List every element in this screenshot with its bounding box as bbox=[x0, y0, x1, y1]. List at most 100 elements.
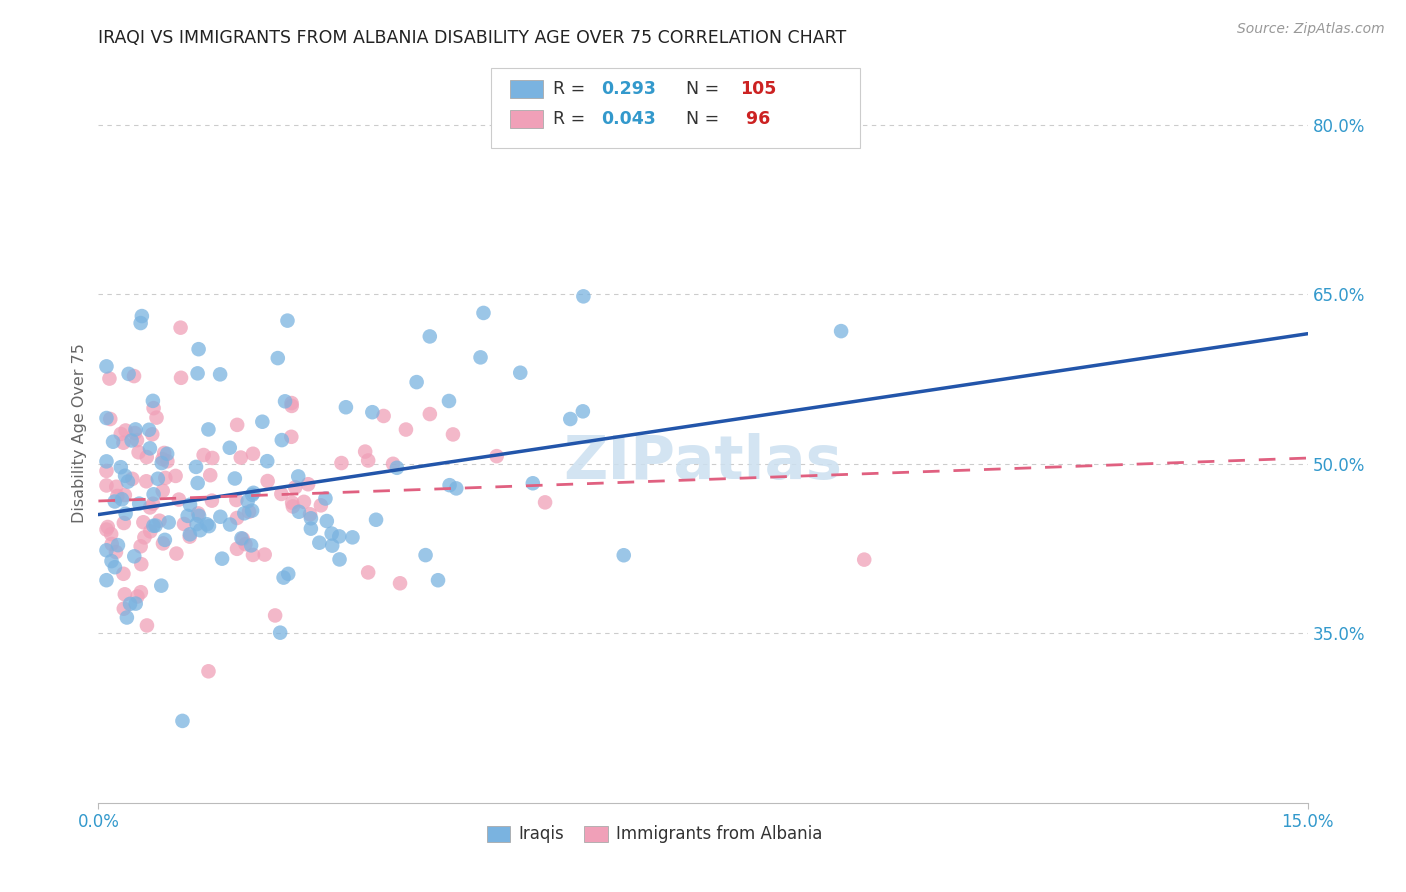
Point bbox=[572, 404, 595, 418]
Point bbox=[242, 548, 264, 562]
Point bbox=[96, 454, 118, 468]
Point bbox=[335, 401, 357, 415]
Point bbox=[96, 478, 118, 492]
Point bbox=[292, 495, 315, 509]
FancyBboxPatch shape bbox=[509, 110, 543, 128]
Point bbox=[118, 597, 141, 611]
Point bbox=[209, 509, 232, 524]
Point bbox=[218, 441, 240, 455]
Point bbox=[172, 714, 194, 728]
Point bbox=[276, 313, 298, 327]
Point bbox=[280, 399, 302, 413]
Point bbox=[121, 434, 143, 448]
Point bbox=[281, 500, 304, 514]
Point bbox=[470, 351, 492, 365]
Point bbox=[148, 514, 170, 528]
Point bbox=[385, 460, 408, 475]
Point bbox=[125, 597, 148, 611]
FancyBboxPatch shape bbox=[492, 69, 860, 147]
Point bbox=[187, 507, 209, 521]
Point bbox=[225, 493, 247, 508]
Point bbox=[112, 566, 135, 581]
Point bbox=[135, 475, 157, 489]
Point bbox=[165, 547, 187, 561]
Point bbox=[150, 579, 173, 593]
Point bbox=[198, 519, 221, 533]
Point bbox=[173, 516, 195, 531]
Point bbox=[139, 442, 162, 456]
Point bbox=[297, 477, 319, 491]
Point bbox=[188, 508, 211, 523]
Point bbox=[100, 537, 122, 551]
Point bbox=[124, 425, 146, 440]
Point bbox=[114, 424, 136, 438]
Point bbox=[121, 472, 143, 486]
Point bbox=[141, 427, 163, 442]
Point bbox=[354, 444, 377, 458]
Point bbox=[117, 475, 139, 489]
Point bbox=[830, 324, 852, 338]
Point bbox=[240, 503, 263, 517]
Point bbox=[240, 538, 263, 552]
Point bbox=[238, 505, 260, 519]
Point bbox=[224, 471, 246, 485]
Point bbox=[389, 576, 412, 591]
Point bbox=[156, 454, 179, 468]
Point bbox=[105, 489, 128, 503]
Point bbox=[281, 496, 304, 510]
Point bbox=[129, 585, 152, 599]
Point bbox=[136, 618, 159, 632]
Point bbox=[112, 435, 135, 450]
Point bbox=[195, 517, 218, 532]
Point bbox=[145, 410, 167, 425]
Point bbox=[853, 552, 876, 566]
Text: 105: 105 bbox=[741, 80, 778, 98]
Point bbox=[209, 368, 232, 382]
Point bbox=[415, 548, 437, 562]
Text: 0.043: 0.043 bbox=[602, 110, 657, 128]
Point bbox=[156, 447, 179, 461]
Point bbox=[127, 590, 149, 604]
Point bbox=[129, 316, 152, 330]
Point bbox=[101, 434, 124, 449]
Text: 0.293: 0.293 bbox=[602, 80, 657, 98]
Point bbox=[419, 407, 441, 421]
Point bbox=[226, 511, 249, 525]
Point bbox=[342, 530, 364, 544]
Point bbox=[111, 492, 134, 507]
Point bbox=[382, 457, 405, 471]
Point bbox=[96, 543, 118, 558]
Point bbox=[98, 371, 121, 385]
Point bbox=[96, 359, 118, 374]
Point bbox=[361, 405, 384, 419]
Point bbox=[256, 454, 278, 468]
Point bbox=[114, 488, 136, 502]
Point bbox=[96, 523, 118, 537]
Point bbox=[187, 476, 209, 491]
Point bbox=[179, 498, 201, 512]
Point bbox=[110, 426, 132, 441]
Point bbox=[157, 516, 180, 530]
Point bbox=[274, 394, 297, 409]
Point bbox=[179, 527, 201, 541]
Point bbox=[357, 453, 380, 467]
Point bbox=[321, 539, 343, 553]
Point bbox=[226, 417, 249, 432]
Point bbox=[132, 516, 155, 530]
Point bbox=[129, 539, 152, 553]
Point bbox=[134, 530, 156, 544]
Point bbox=[236, 494, 259, 508]
Point bbox=[152, 536, 174, 550]
Point bbox=[373, 409, 395, 423]
Point bbox=[314, 491, 336, 506]
Point bbox=[229, 450, 252, 465]
Point bbox=[427, 573, 450, 587]
Point bbox=[142, 518, 165, 533]
Point bbox=[273, 571, 295, 585]
Point bbox=[308, 535, 330, 549]
Point bbox=[124, 422, 146, 436]
Point bbox=[96, 464, 118, 478]
Point bbox=[97, 520, 120, 534]
Point bbox=[287, 469, 309, 483]
Point bbox=[201, 493, 224, 508]
